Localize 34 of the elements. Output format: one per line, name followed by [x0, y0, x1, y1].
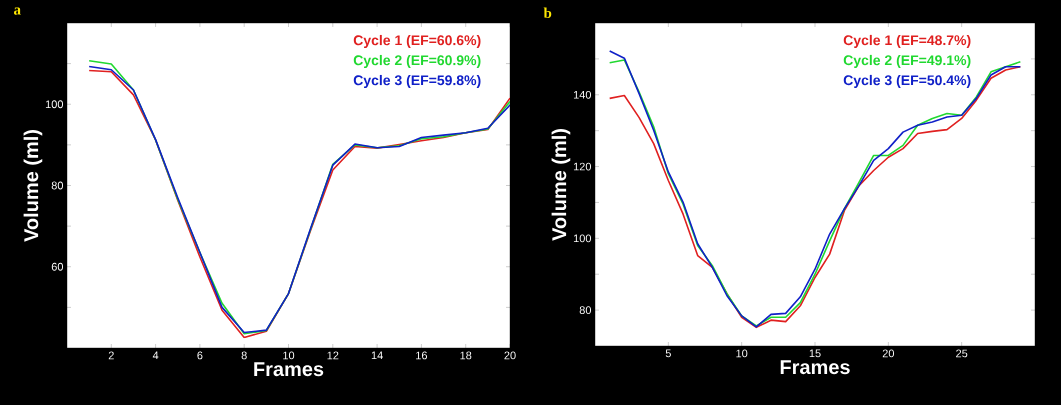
x-tick-label: 20: [504, 351, 516, 360]
x-tick-label: 2: [108, 351, 114, 360]
text: Cycle 1 (EF=48.7%): [843, 34, 971, 48]
x-tick-label: 25: [956, 349, 968, 358]
x-tick-label: 15: [809, 349, 821, 358]
y-tick-label: 60: [51, 262, 64, 271]
x-axis-title: Frames: [780, 360, 850, 375]
x-axis-title: Frames: [254, 362, 324, 377]
text: Cycle 1 (EF=60.6%): [353, 34, 481, 48]
series-label: Cycle 3 (EF=50.4%): [843, 74, 971, 88]
x-tick-label: 20: [882, 349, 895, 358]
y-axis-title: Volume (ml): [551, 129, 571, 241]
x-tick-label: 6: [197, 351, 203, 360]
text: Cycle 3 (EF=59.8%): [353, 74, 481, 88]
x-tick-label: 10: [283, 351, 295, 360]
y-tick-label: 100: [45, 100, 64, 109]
x-tick-label: 18: [460, 351, 472, 360]
y-tick-label: 120: [573, 162, 592, 171]
x-tick-label: 8: [241, 351, 247, 360]
x-tick-label: 16: [416, 351, 428, 360]
x-tick-label: 14: [371, 351, 383, 360]
chart-title: a: [14, 7, 21, 15]
chart-title: b: [543, 7, 552, 19]
y-tick-label: 80: [51, 181, 64, 190]
y-tick-label: 140: [573, 90, 592, 99]
x-tick-label: 5: [665, 349, 671, 358]
x-tick-label: 10: [736, 349, 748, 358]
y-axis-title: Volume (ml): [23, 130, 43, 242]
y-tick-label: 100: [573, 234, 592, 243]
y-tick-label: 80: [579, 306, 592, 315]
x-tick-label: 12: [327, 351, 339, 360]
text: Cycle 2 (EF=60.9%): [353, 54, 481, 68]
x-tick-label: 4: [152, 351, 159, 360]
series-label: Cycle 2 (EF=49.1%): [843, 54, 971, 68]
